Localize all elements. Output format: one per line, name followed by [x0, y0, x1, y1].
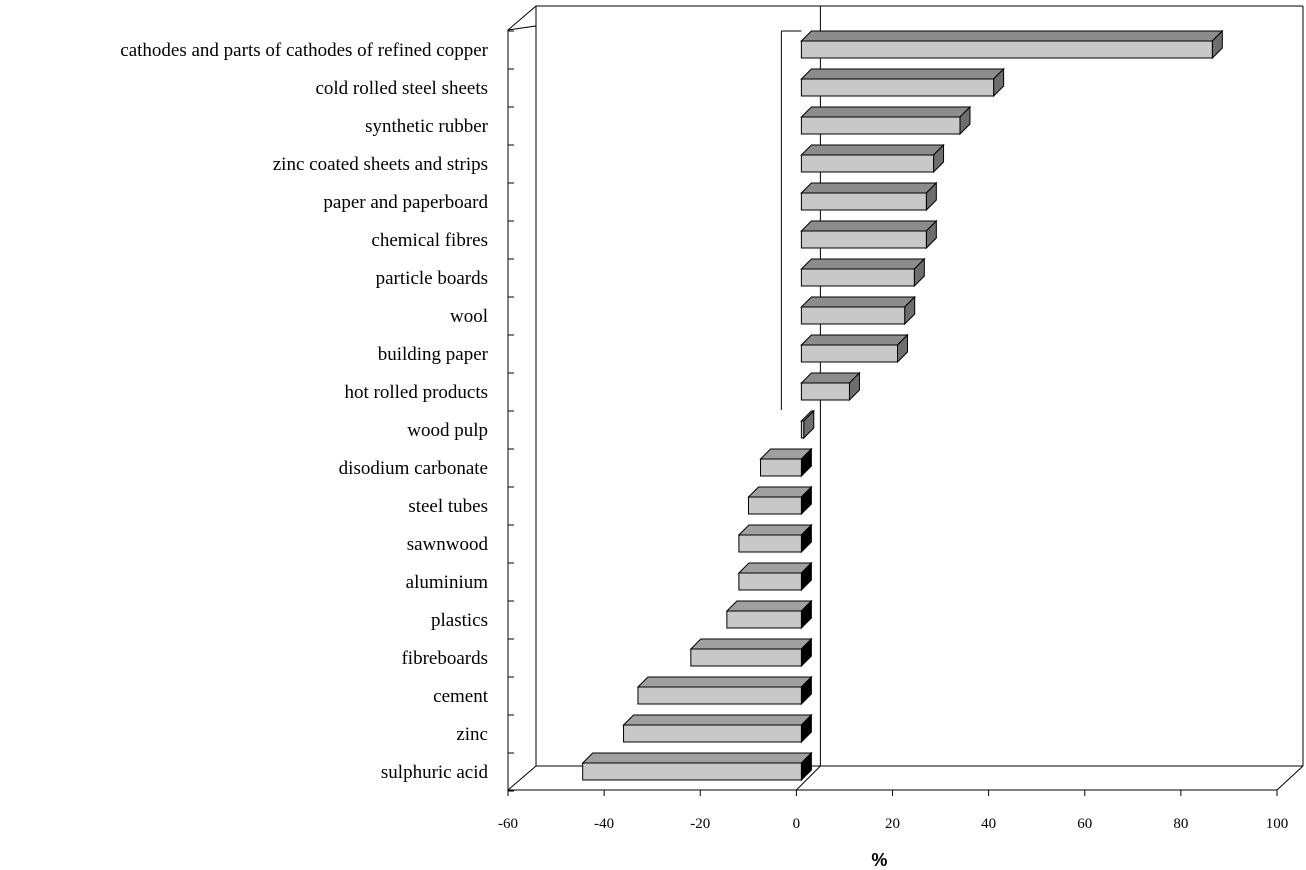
bars	[581, 29, 1224, 782]
category-labels: cathodes and parts of cathodes of refine…	[120, 40, 488, 783]
x-tick-label: -20	[690, 816, 710, 832]
category-label: aluminium	[406, 572, 489, 593]
bar	[800, 409, 815, 440]
bar-top	[800, 68, 1005, 80]
x-tick-label: -60	[498, 816, 518, 832]
bar-top	[636, 676, 813, 688]
bar-top	[800, 296, 916, 308]
x-axis: -60 -40 -20 0 20 40 60 80 100	[498, 790, 1288, 832]
bar-face	[748, 496, 802, 515]
bar-face	[738, 572, 802, 591]
bar	[737, 561, 813, 592]
bar-face	[800, 344, 898, 363]
bar-face	[800, 154, 935, 173]
category-label: zinc	[456, 724, 488, 745]
bar	[800, 219, 938, 250]
bar	[800, 67, 1005, 98]
bar-face	[800, 78, 995, 97]
x-tick-label: 100	[1266, 816, 1289, 832]
x-tick-label: -40	[594, 816, 614, 832]
bar-face	[800, 40, 1213, 59]
bar	[689, 637, 813, 668]
zero-floor-line	[796, 765, 821, 791]
bar	[800, 257, 926, 288]
bar	[581, 751, 813, 782]
bar	[800, 181, 938, 212]
bar-top	[737, 524, 813, 536]
category-label: disodium carbonate	[339, 458, 488, 479]
bar	[800, 105, 972, 136]
x-tick-label: 40	[981, 816, 996, 832]
category-label: synthetic rubber	[365, 116, 489, 137]
category-label: zinc coated sheets and strips	[273, 154, 488, 175]
x-tick-label: 20	[885, 816, 900, 832]
category-label: wood pulp	[407, 420, 488, 441]
bar-face	[800, 382, 850, 401]
category-label: steel tubes	[408, 496, 488, 517]
bar	[800, 143, 945, 174]
bar	[747, 485, 813, 516]
x-tick-label: 80	[1173, 816, 1188, 832]
bar-top	[725, 600, 813, 612]
bar-top	[800, 334, 909, 346]
bar	[759, 447, 813, 478]
bar-face	[738, 534, 802, 553]
bar	[800, 333, 909, 364]
category-label: cement	[433, 686, 489, 707]
category-label: cold rolled steel sheets	[315, 78, 488, 99]
category-label: sulphuric acid	[381, 762, 489, 783]
x-tick-label: 60	[1077, 816, 1092, 832]
floor-right-edge	[1276, 765, 1304, 791]
bar-top	[737, 562, 813, 574]
bar-face	[800, 306, 906, 325]
category-label: wool	[450, 306, 488, 327]
bar	[800, 371, 861, 402]
bar-face	[582, 762, 802, 781]
bar-top	[747, 486, 813, 498]
x-axis-title: %	[871, 850, 887, 870]
category-label: chemical fibres	[371, 230, 488, 251]
top-left-edge	[507, 5, 537, 31]
bar-face	[800, 192, 927, 211]
bar-top	[800, 30, 1224, 42]
bar-face	[637, 686, 802, 705]
bar-face	[623, 724, 802, 743]
category-label: paper and paperboard	[323, 192, 488, 213]
back-left-wall	[507, 25, 537, 790]
bar-top	[581, 752, 813, 764]
bar-face	[800, 116, 961, 135]
bar	[737, 523, 813, 554]
x-tick-label: 0	[793, 816, 801, 832]
bar-top	[622, 714, 813, 726]
bar-top	[800, 182, 938, 194]
category-label: plastics	[431, 610, 488, 631]
bar-face	[800, 420, 805, 439]
bar-top	[800, 106, 972, 118]
bar-face	[726, 610, 802, 629]
category-label: building paper	[378, 344, 489, 365]
bar-face	[800, 268, 915, 287]
floor-left-edge	[507, 765, 537, 791]
bar	[800, 295, 916, 326]
category-label: hot rolled products	[344, 382, 488, 403]
category-label: sawnwood	[407, 534, 489, 555]
category-label: particle boards	[376, 268, 488, 289]
bar-top	[689, 638, 813, 650]
bar-top	[800, 144, 945, 156]
bar	[725, 599, 813, 630]
bar	[800, 29, 1224, 60]
bar-top	[800, 220, 938, 232]
bar-face	[760, 458, 802, 477]
bar	[622, 713, 813, 744]
category-label: cathodes and parts of cathodes of refine…	[120, 40, 488, 61]
category-label: fibreboards	[401, 648, 488, 669]
bar	[636, 675, 813, 706]
bar-top	[800, 258, 926, 270]
bar-face	[800, 230, 927, 249]
bar-face	[690, 648, 802, 667]
